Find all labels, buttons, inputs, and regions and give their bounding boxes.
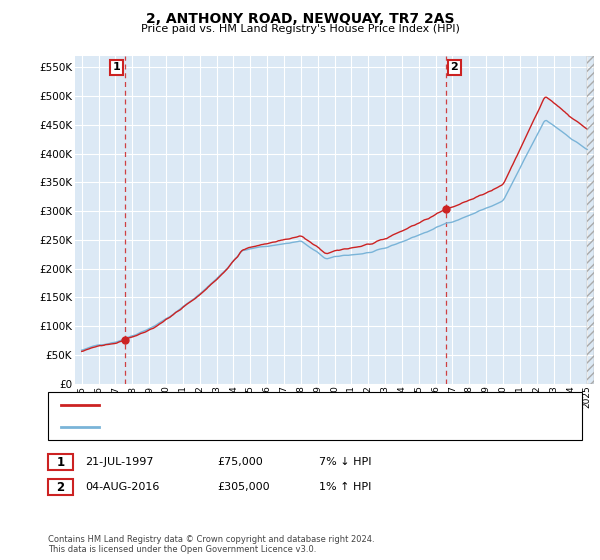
- Text: 2: 2: [451, 63, 458, 72]
- Text: 21-JUL-1997: 21-JUL-1997: [85, 457, 154, 467]
- Text: £305,000: £305,000: [217, 482, 270, 492]
- Text: £75,000: £75,000: [217, 457, 263, 467]
- Text: 1: 1: [56, 455, 65, 469]
- Text: 2, ANTHONY ROAD, NEWQUAY, TR7 2AS: 2, ANTHONY ROAD, NEWQUAY, TR7 2AS: [146, 12, 454, 26]
- Text: 2: 2: [56, 480, 65, 494]
- Text: 7% ↓ HPI: 7% ↓ HPI: [319, 457, 372, 467]
- Text: 1: 1: [112, 63, 120, 72]
- Text: 04-AUG-2016: 04-AUG-2016: [85, 482, 160, 492]
- Text: 1% ↑ HPI: 1% ↑ HPI: [319, 482, 371, 492]
- Text: Contains HM Land Registry data © Crown copyright and database right 2024.
This d: Contains HM Land Registry data © Crown c…: [48, 535, 374, 554]
- Text: 2, ANTHONY ROAD, NEWQUAY, TR7 2AS (detached house): 2, ANTHONY ROAD, NEWQUAY, TR7 2AS (detac…: [106, 400, 409, 410]
- Text: Price paid vs. HM Land Registry's House Price Index (HPI): Price paid vs. HM Land Registry's House …: [140, 24, 460, 34]
- Text: HPI: Average price, detached house, Cornwall: HPI: Average price, detached house, Corn…: [106, 422, 344, 432]
